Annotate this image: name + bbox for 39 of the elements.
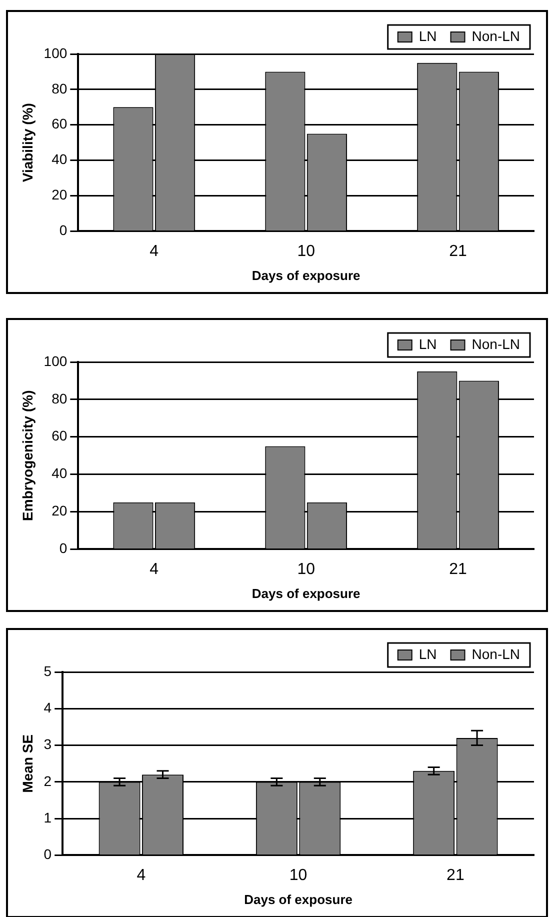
- x-tick-label: 4: [136, 867, 146, 884]
- x-axis-title: Days of exposure: [252, 586, 360, 601]
- x-tick-label: 4: [150, 561, 159, 578]
- y-axis-title: Viability (%): [19, 103, 36, 182]
- y-tick-label: 60: [52, 428, 68, 444]
- y-tick-label: 20: [52, 186, 68, 203]
- y-tick-label: 3: [44, 736, 52, 752]
- y-axis-title: Embryogenicity (%): [19, 390, 36, 521]
- x-axis-title: Days of exposure: [252, 268, 360, 283]
- legend-label: Non-LN: [472, 28, 520, 44]
- y-tick-label: 0: [59, 540, 68, 556]
- y-tick-label: 0: [59, 222, 68, 238]
- legend-label: Non-LN: [472, 336, 520, 352]
- x-tick-label: 21: [449, 243, 468, 260]
- y-tick-label: 40: [52, 151, 68, 168]
- y-tick-label: 40: [52, 465, 68, 482]
- x-tick-label: 4: [150, 243, 159, 260]
- y-tick-label: 2: [44, 772, 52, 789]
- y-tick-label: 100: [44, 352, 68, 369]
- x-tick-label: 10: [289, 867, 308, 884]
- y-tick-label: 4: [44, 700, 52, 716]
- y-tick-label: 0: [44, 846, 52, 862]
- legend-label: Non-LN: [472, 646, 520, 662]
- x-axis-title: Days of exposure: [244, 892, 352, 907]
- y-axis-title: Mean SE: [19, 734, 36, 793]
- y-tick-label: 100: [44, 44, 68, 61]
- x-tick-label: 21: [446, 867, 464, 884]
- x-tick-label: 21: [449, 561, 468, 578]
- y-tick-label: 1: [44, 809, 52, 826]
- legend-label: LN: [418, 646, 437, 662]
- y-tick-label: 5: [44, 662, 52, 679]
- x-tick-label: 10: [297, 243, 316, 260]
- legend-label: LN: [418, 336, 437, 352]
- y-tick-label: 80: [52, 390, 68, 406]
- y-tick-label: 60: [52, 116, 68, 132]
- y-tick-label: 20: [52, 502, 68, 519]
- x-tick-label: 10: [297, 561, 316, 578]
- y-tick-label: 80: [52, 80, 68, 96]
- legend-label: LN: [418, 28, 437, 44]
